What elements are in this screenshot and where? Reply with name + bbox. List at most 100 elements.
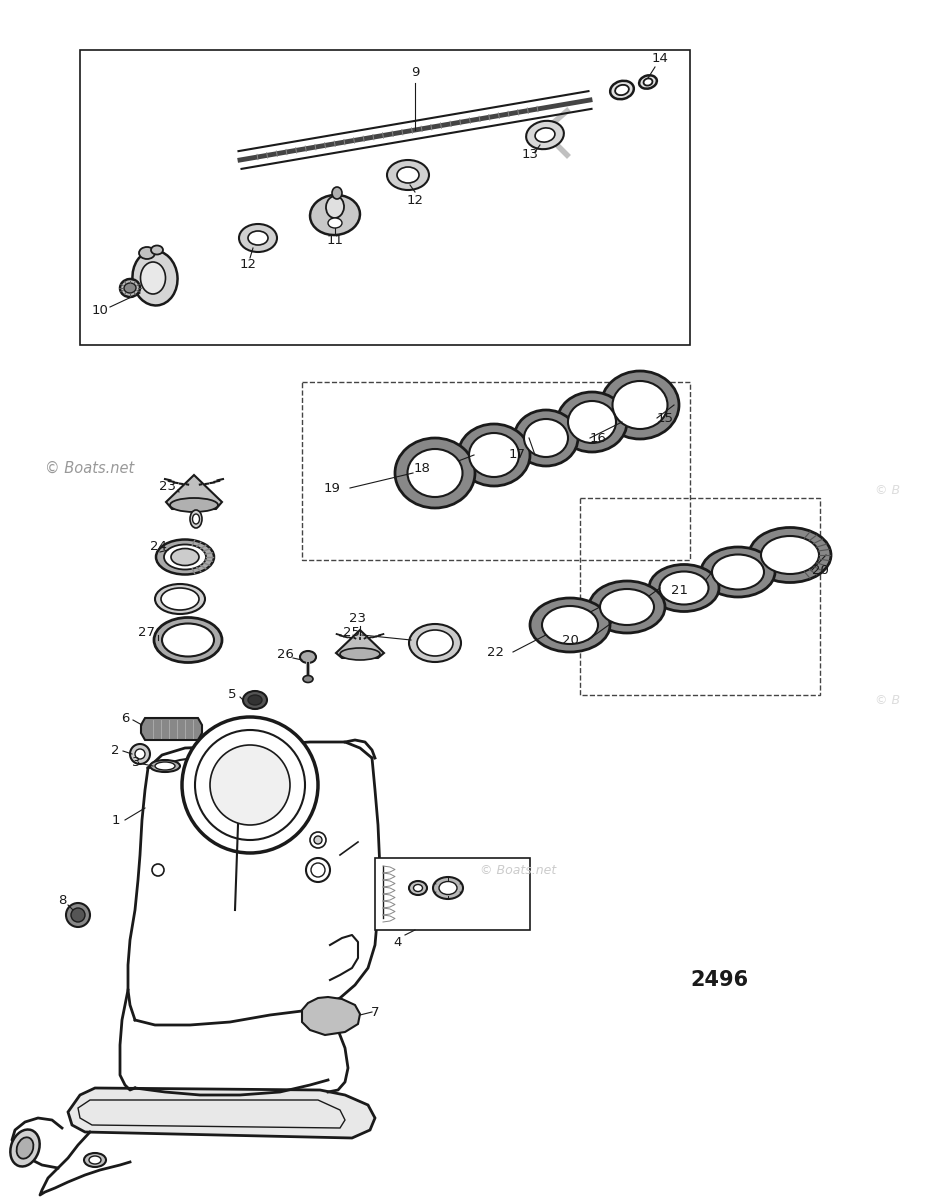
Ellipse shape bbox=[326, 196, 344, 218]
Ellipse shape bbox=[120, 278, 140, 298]
Ellipse shape bbox=[749, 528, 831, 582]
Ellipse shape bbox=[530, 598, 610, 652]
Ellipse shape bbox=[248, 695, 262, 704]
Ellipse shape bbox=[139, 247, 155, 259]
Text: 20: 20 bbox=[562, 634, 579, 647]
Text: 25: 25 bbox=[344, 625, 361, 638]
Text: 5: 5 bbox=[228, 689, 236, 702]
Ellipse shape bbox=[458, 424, 530, 486]
Text: 12: 12 bbox=[407, 193, 424, 206]
Ellipse shape bbox=[433, 877, 463, 899]
Ellipse shape bbox=[155, 762, 175, 770]
Ellipse shape bbox=[409, 624, 461, 662]
Ellipse shape bbox=[644, 78, 652, 85]
Ellipse shape bbox=[161, 588, 199, 610]
Ellipse shape bbox=[154, 618, 222, 662]
Ellipse shape bbox=[239, 224, 277, 252]
Ellipse shape bbox=[612, 382, 667, 428]
Text: 3: 3 bbox=[131, 756, 140, 769]
Ellipse shape bbox=[124, 283, 136, 293]
Ellipse shape bbox=[395, 438, 475, 508]
Ellipse shape bbox=[524, 419, 568, 457]
Text: 6: 6 bbox=[122, 712, 130, 725]
Text: © Boats.net: © Boats.net bbox=[45, 461, 134, 475]
Ellipse shape bbox=[712, 554, 764, 589]
Ellipse shape bbox=[526, 121, 564, 149]
Ellipse shape bbox=[514, 410, 578, 466]
Ellipse shape bbox=[761, 536, 819, 574]
Circle shape bbox=[310, 832, 326, 848]
Ellipse shape bbox=[248, 230, 268, 245]
Ellipse shape bbox=[542, 606, 598, 644]
Ellipse shape bbox=[387, 160, 429, 190]
Ellipse shape bbox=[332, 187, 342, 199]
Ellipse shape bbox=[164, 545, 206, 570]
Circle shape bbox=[135, 749, 145, 758]
Ellipse shape bbox=[171, 548, 199, 565]
Ellipse shape bbox=[701, 547, 775, 596]
Text: © B: © B bbox=[875, 484, 901, 497]
Circle shape bbox=[210, 745, 290, 826]
Circle shape bbox=[152, 864, 164, 876]
Ellipse shape bbox=[155, 584, 205, 614]
Ellipse shape bbox=[156, 540, 214, 575]
Ellipse shape bbox=[601, 371, 679, 439]
Ellipse shape bbox=[417, 630, 453, 656]
Polygon shape bbox=[68, 1088, 375, 1138]
Polygon shape bbox=[141, 718, 202, 740]
Polygon shape bbox=[166, 475, 222, 509]
Text: 19: 19 bbox=[324, 481, 341, 494]
Text: 2496: 2496 bbox=[690, 970, 748, 990]
Circle shape bbox=[71, 908, 85, 922]
Ellipse shape bbox=[615, 85, 629, 95]
Polygon shape bbox=[336, 630, 384, 658]
Ellipse shape bbox=[557, 392, 627, 452]
Ellipse shape bbox=[89, 1156, 101, 1164]
Text: 2: 2 bbox=[111, 744, 120, 756]
Ellipse shape bbox=[439, 882, 457, 894]
Text: 10: 10 bbox=[91, 304, 109, 317]
Bar bbox=[375, 858, 530, 930]
Ellipse shape bbox=[413, 884, 423, 892]
Text: 22: 22 bbox=[486, 646, 504, 659]
Circle shape bbox=[182, 716, 318, 853]
Text: 18: 18 bbox=[413, 462, 430, 474]
Text: 8: 8 bbox=[58, 894, 67, 906]
Ellipse shape bbox=[340, 648, 380, 660]
Polygon shape bbox=[302, 997, 360, 1034]
Text: 17: 17 bbox=[508, 449, 526, 462]
Ellipse shape bbox=[84, 1153, 106, 1166]
Circle shape bbox=[195, 730, 305, 840]
Ellipse shape bbox=[535, 128, 555, 142]
Text: 12: 12 bbox=[240, 258, 256, 271]
Ellipse shape bbox=[649, 564, 719, 612]
Text: 1: 1 bbox=[111, 814, 120, 827]
Ellipse shape bbox=[639, 76, 657, 89]
Ellipse shape bbox=[397, 167, 419, 182]
Ellipse shape bbox=[10, 1129, 40, 1166]
Ellipse shape bbox=[170, 498, 218, 512]
Ellipse shape bbox=[660, 571, 708, 605]
Ellipse shape bbox=[310, 194, 360, 235]
Text: 15: 15 bbox=[657, 412, 673, 425]
Text: 16: 16 bbox=[589, 432, 606, 444]
Ellipse shape bbox=[162, 624, 214, 656]
Text: 20: 20 bbox=[811, 564, 828, 576]
Circle shape bbox=[306, 858, 330, 882]
Ellipse shape bbox=[132, 251, 177, 306]
Text: 21: 21 bbox=[671, 583, 688, 596]
Text: © B: © B bbox=[875, 694, 901, 707]
Ellipse shape bbox=[141, 262, 166, 294]
Text: 27: 27 bbox=[138, 626, 155, 640]
Ellipse shape bbox=[328, 218, 342, 228]
Circle shape bbox=[314, 836, 322, 844]
Ellipse shape bbox=[303, 676, 313, 683]
Text: 14: 14 bbox=[651, 52, 668, 65]
Circle shape bbox=[130, 744, 150, 764]
Text: 23: 23 bbox=[160, 480, 176, 493]
Ellipse shape bbox=[151, 246, 163, 254]
Ellipse shape bbox=[568, 401, 616, 443]
Ellipse shape bbox=[243, 691, 267, 709]
Text: 24: 24 bbox=[149, 540, 167, 553]
Circle shape bbox=[66, 902, 90, 926]
